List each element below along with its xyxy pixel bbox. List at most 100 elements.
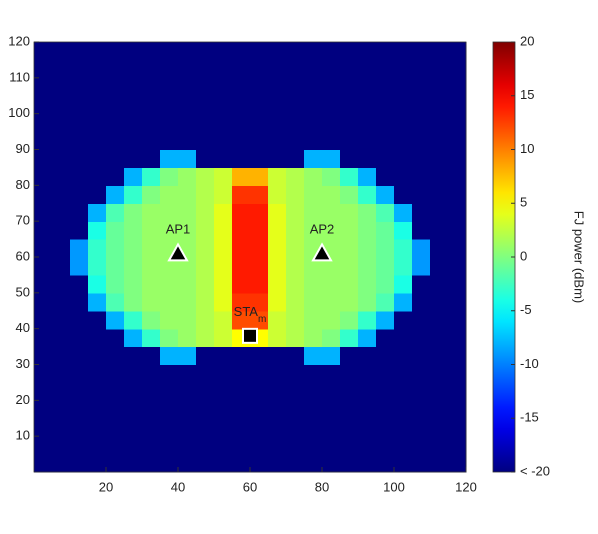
y-tick-label: 70	[16, 213, 30, 228]
heat-cell	[448, 59, 467, 79]
heat-cell	[214, 42, 233, 61]
heat-cell	[430, 436, 449, 455]
heat-cell	[160, 149, 179, 169]
heat-cell	[358, 400, 377, 419]
heat-cell	[106, 185, 125, 204]
heat-cell	[214, 418, 233, 437]
heat-cell	[376, 364, 395, 384]
heat-cell	[196, 167, 215, 186]
heat-cell	[88, 59, 107, 79]
heat-cell	[394, 239, 413, 258]
heat-cell	[178, 400, 197, 419]
heat-cell	[52, 436, 71, 455]
heat-cell	[160, 346, 179, 366]
y-tick-label: 120	[8, 33, 30, 48]
y-tick-label: 60	[16, 248, 30, 263]
heat-cell	[160, 257, 179, 276]
heat-cell	[160, 274, 179, 294]
heat-cell	[340, 59, 359, 79]
heat-cell	[268, 328, 287, 348]
heat-cell	[430, 131, 449, 151]
colorbar-tick-label: < -20	[520, 463, 550, 478]
heat-cell	[196, 292, 215, 312]
heat-cell	[394, 59, 413, 79]
heat-cell	[340, 436, 359, 455]
heat-cell	[430, 167, 449, 186]
colorbar-label: FJ power (dBm)	[572, 211, 587, 303]
heat-cell	[394, 131, 413, 151]
heat-cell	[124, 274, 143, 294]
heat-cell	[322, 328, 341, 348]
y-tick-label: 80	[16, 177, 30, 192]
heat-cell	[376, 454, 395, 473]
heat-cell	[34, 59, 53, 79]
heat-cell	[52, 274, 71, 294]
heat-cell	[376, 292, 395, 312]
heat-cell	[214, 454, 233, 473]
heat-cell	[124, 59, 143, 79]
heat-cell	[232, 257, 251, 276]
heat-cell	[268, 454, 287, 473]
heat-cell	[286, 418, 305, 437]
heat-cell	[160, 77, 179, 97]
heat-cell	[304, 328, 323, 348]
heat-cell	[70, 310, 89, 330]
heat-cell	[214, 77, 233, 97]
heat-cell	[250, 274, 269, 294]
heat-cell	[70, 418, 89, 437]
heat-cell	[178, 185, 197, 204]
heat-cell	[250, 42, 269, 61]
heat-cell	[358, 149, 377, 169]
heat-cell	[304, 203, 323, 222]
heat-cell	[106, 77, 125, 97]
heat-cell	[286, 257, 305, 276]
heat-cell	[52, 221, 71, 240]
heat-cell	[448, 346, 467, 366]
heat-cell	[88, 454, 107, 473]
heat-cell	[214, 203, 233, 222]
heat-cell	[196, 221, 215, 240]
heat-cell	[448, 95, 467, 115]
heat-cell	[430, 77, 449, 97]
heat-cell	[88, 400, 107, 419]
heat-cell	[250, 292, 269, 312]
heat-cell	[448, 418, 467, 437]
heat-cell	[232, 149, 251, 169]
heat-cell	[34, 203, 53, 222]
heat-cell	[412, 239, 431, 258]
heat-cell	[124, 203, 143, 222]
heat-cell	[178, 221, 197, 240]
heat-cell	[412, 59, 431, 79]
heat-cell	[268, 221, 287, 240]
heat-cell	[412, 274, 431, 294]
heat-cell	[376, 257, 395, 276]
heat-cell	[70, 292, 89, 312]
heat-cell	[34, 382, 53, 401]
heat-cell	[358, 292, 377, 312]
heat-cell	[268, 382, 287, 401]
heat-cell	[142, 274, 161, 294]
heat-cell	[52, 239, 71, 258]
heat-cell	[160, 310, 179, 330]
heat-cell	[178, 113, 197, 133]
heat-cell	[358, 77, 377, 97]
heat-cell	[106, 257, 125, 276]
marker-label-text: AP1	[166, 222, 191, 237]
heat-cell	[232, 95, 251, 115]
heat-cell	[106, 59, 125, 79]
heat-cell	[394, 346, 413, 366]
heat-cell	[52, 310, 71, 330]
heat-cell	[340, 346, 359, 366]
heat-cell	[286, 436, 305, 455]
heat-cell	[214, 221, 233, 240]
heat-cell	[340, 95, 359, 115]
heat-cell	[394, 328, 413, 348]
heat-cell	[340, 400, 359, 419]
heat-cell	[304, 149, 323, 169]
heat-cell	[196, 328, 215, 348]
heat-cell	[250, 131, 269, 151]
heat-cell	[178, 77, 197, 97]
colorbar-tick-label: 10	[520, 141, 534, 156]
colorbar-tick-label: 5	[520, 195, 527, 210]
heat-cell	[412, 400, 431, 419]
